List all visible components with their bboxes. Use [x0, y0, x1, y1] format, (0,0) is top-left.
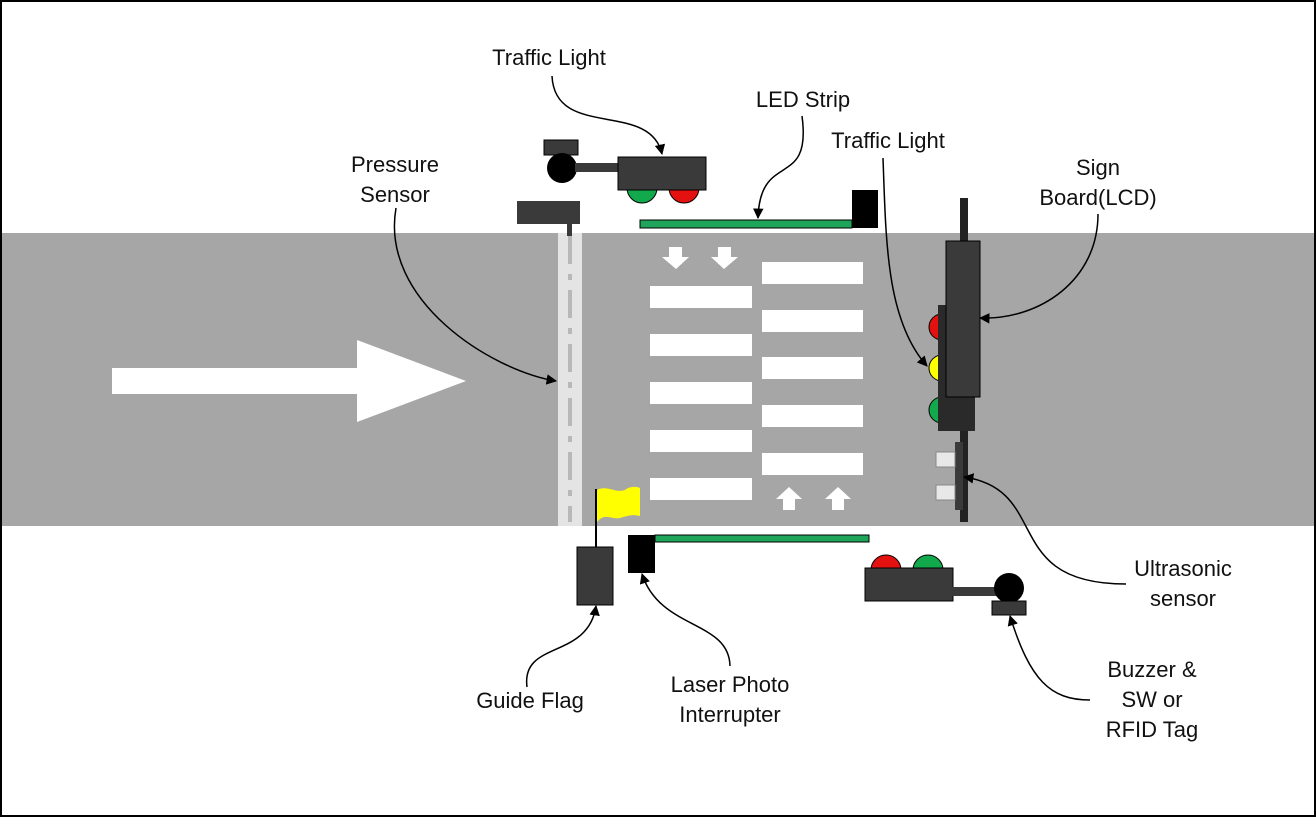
down-arrow-icon: [711, 247, 738, 269]
label-pressure-sensor-line2: Sensor: [360, 182, 430, 207]
callout-lines: [393, 75, 1127, 701]
label-traffic-light-right: Traffic Light: [831, 128, 945, 153]
guide-flag: [576, 486, 640, 606]
traffic-light-top: [543, 139, 707, 204]
label-ultrasonic-line1: Ultrasonic: [1134, 556, 1232, 581]
crosswalk-stripes-left: [650, 286, 752, 500]
callout-traffic-light-right: [882, 157, 928, 367]
label-laser-line2: Interrupter: [679, 702, 781, 727]
laser-emitter-top: [852, 190, 878, 228]
callout-traffic-light-top: [551, 75, 666, 156]
callout-sign-board: [978, 213, 1099, 324]
callout-buzzer: [1007, 614, 1091, 701]
down-arrow-icon: [662, 247, 689, 269]
traffic-light-bottom: [864, 554, 1027, 616]
callout-pressure-sensor: [393, 207, 558, 385]
label-buzzer-line3: RFID Tag: [1106, 717, 1199, 742]
label-guide-flag: Guide Flag: [476, 688, 584, 713]
crosswalk-stripes-right: [762, 262, 863, 475]
label-led-strip: LED Strip: [756, 87, 850, 112]
callout-led-strip: [753, 115, 804, 220]
callout-ultrasonic: [962, 473, 1127, 585]
label-buzzer-line1: Buzzer &: [1107, 657, 1197, 682]
label-sign-board-line2: Board(LCD): [1039, 185, 1156, 210]
callout-laser: [639, 573, 731, 667]
led-strip-bottom: [654, 534, 870, 543]
led-strip-top: [639, 219, 853, 229]
label-pressure-sensor-line1: Pressure: [351, 152, 439, 177]
direction-arrow-icon: [112, 340, 466, 422]
label-sign-board-line1: Sign: [1076, 155, 1120, 180]
pressure-sensor-cable: [567, 224, 572, 236]
callout-guide-flag: [526, 604, 600, 688]
label-buzzer-line2: SW or: [1121, 687, 1182, 712]
ultrasonic-sensor: [935, 442, 963, 510]
sign-board-lcd: [945, 240, 981, 398]
label-ultrasonic-line2: sensor: [1150, 586, 1216, 611]
label-traffic-light-top: Traffic Light: [492, 45, 606, 70]
label-laser-line1: Laser Photo: [671, 672, 790, 697]
laser-photo-interrupter: [628, 535, 655, 573]
pressure-sensor-housing: [517, 201, 580, 224]
up-arrow-icon: [825, 487, 851, 510]
up-arrow-icon: [776, 487, 802, 510]
